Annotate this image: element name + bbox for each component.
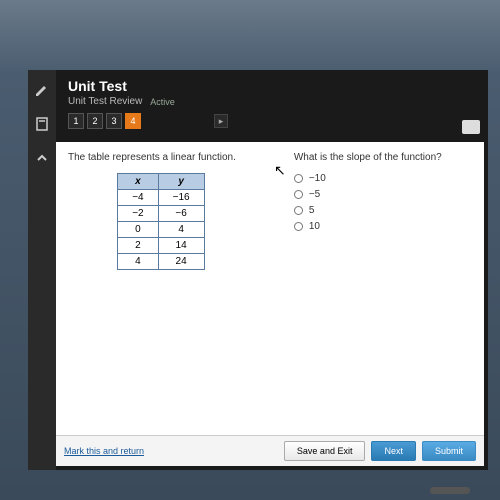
page-title: Unit Test: [68, 78, 476, 94]
col-y-header: y: [158, 174, 204, 190]
submit-button[interactable]: Submit: [422, 441, 476, 461]
status-badge: Active: [150, 97, 175, 107]
page-4-button[interactable]: 4: [125, 113, 141, 129]
left-prompt: The table represents a linear function.: [68, 152, 254, 163]
screen: Unit Test Unit Test Review Active 1 2 3 …: [28, 70, 488, 470]
table-row: 214: [118, 238, 204, 254]
subtitle-text: Unit Test Review: [68, 96, 142, 107]
question-area: The table represents a linear function. …: [56, 142, 484, 435]
calculator-icon[interactable]: [34, 116, 50, 132]
collapse-icon[interactable]: [34, 150, 50, 166]
cursor-icon: ↖: [274, 162, 286, 179]
table-row: −4−16: [118, 190, 204, 206]
question-right: What is the slope of the function? −10 −…: [294, 152, 472, 425]
radio-icon: [294, 190, 303, 199]
data-table: x y −4−16 −2−6 04 214 424: [117, 173, 204, 270]
choice-1[interactable]: −10: [294, 173, 472, 184]
table-row: 04: [118, 222, 204, 238]
table-header-row: x y: [118, 174, 204, 190]
table-row: 424: [118, 254, 204, 270]
radio-icon: [294, 206, 303, 215]
content-panel: The table represents a linear function. …: [56, 142, 484, 466]
radio-icon: [294, 174, 303, 183]
radio-icon: [294, 222, 303, 231]
page-subtitle: Unit Test Review Active: [68, 96, 476, 107]
footer-bar: Mark this and return Save and Exit Next …: [56, 435, 484, 466]
next-button[interactable]: Next: [371, 441, 416, 461]
page-1-button[interactable]: 1: [68, 113, 84, 129]
next-page-arrow[interactable]: ▸: [214, 114, 228, 128]
col-x-header: x: [118, 174, 158, 190]
page-2-button[interactable]: 2: [87, 113, 103, 129]
monitor-frame: Unit Test Unit Test Review Active 1 2 3 …: [0, 0, 500, 500]
page-3-button[interactable]: 3: [106, 113, 122, 129]
print-icon[interactable]: [462, 120, 480, 134]
test-header: Unit Test Unit Test Review Active 1 2 3 …: [56, 70, 488, 135]
mark-return-link[interactable]: Mark this and return: [64, 446, 144, 456]
choice-4[interactable]: 10: [294, 221, 472, 232]
table-row: −2−6: [118, 206, 204, 222]
footer-buttons: Save and Exit Next Submit: [284, 441, 476, 461]
monitor-power-icon: [430, 487, 470, 494]
answer-choices: −10 −5 5 10: [294, 173, 472, 232]
question-left: The table represents a linear function. …: [68, 152, 254, 425]
save-exit-button[interactable]: Save and Exit: [284, 441, 366, 461]
tool-sidebar: [28, 70, 56, 470]
page-navigation: 1 2 3 4 ▸: [68, 113, 476, 129]
right-prompt: What is the slope of the function?: [294, 152, 472, 163]
choice-2[interactable]: −5: [294, 189, 472, 200]
pencil-icon[interactable]: [34, 82, 50, 98]
choice-3[interactable]: 5: [294, 205, 472, 216]
